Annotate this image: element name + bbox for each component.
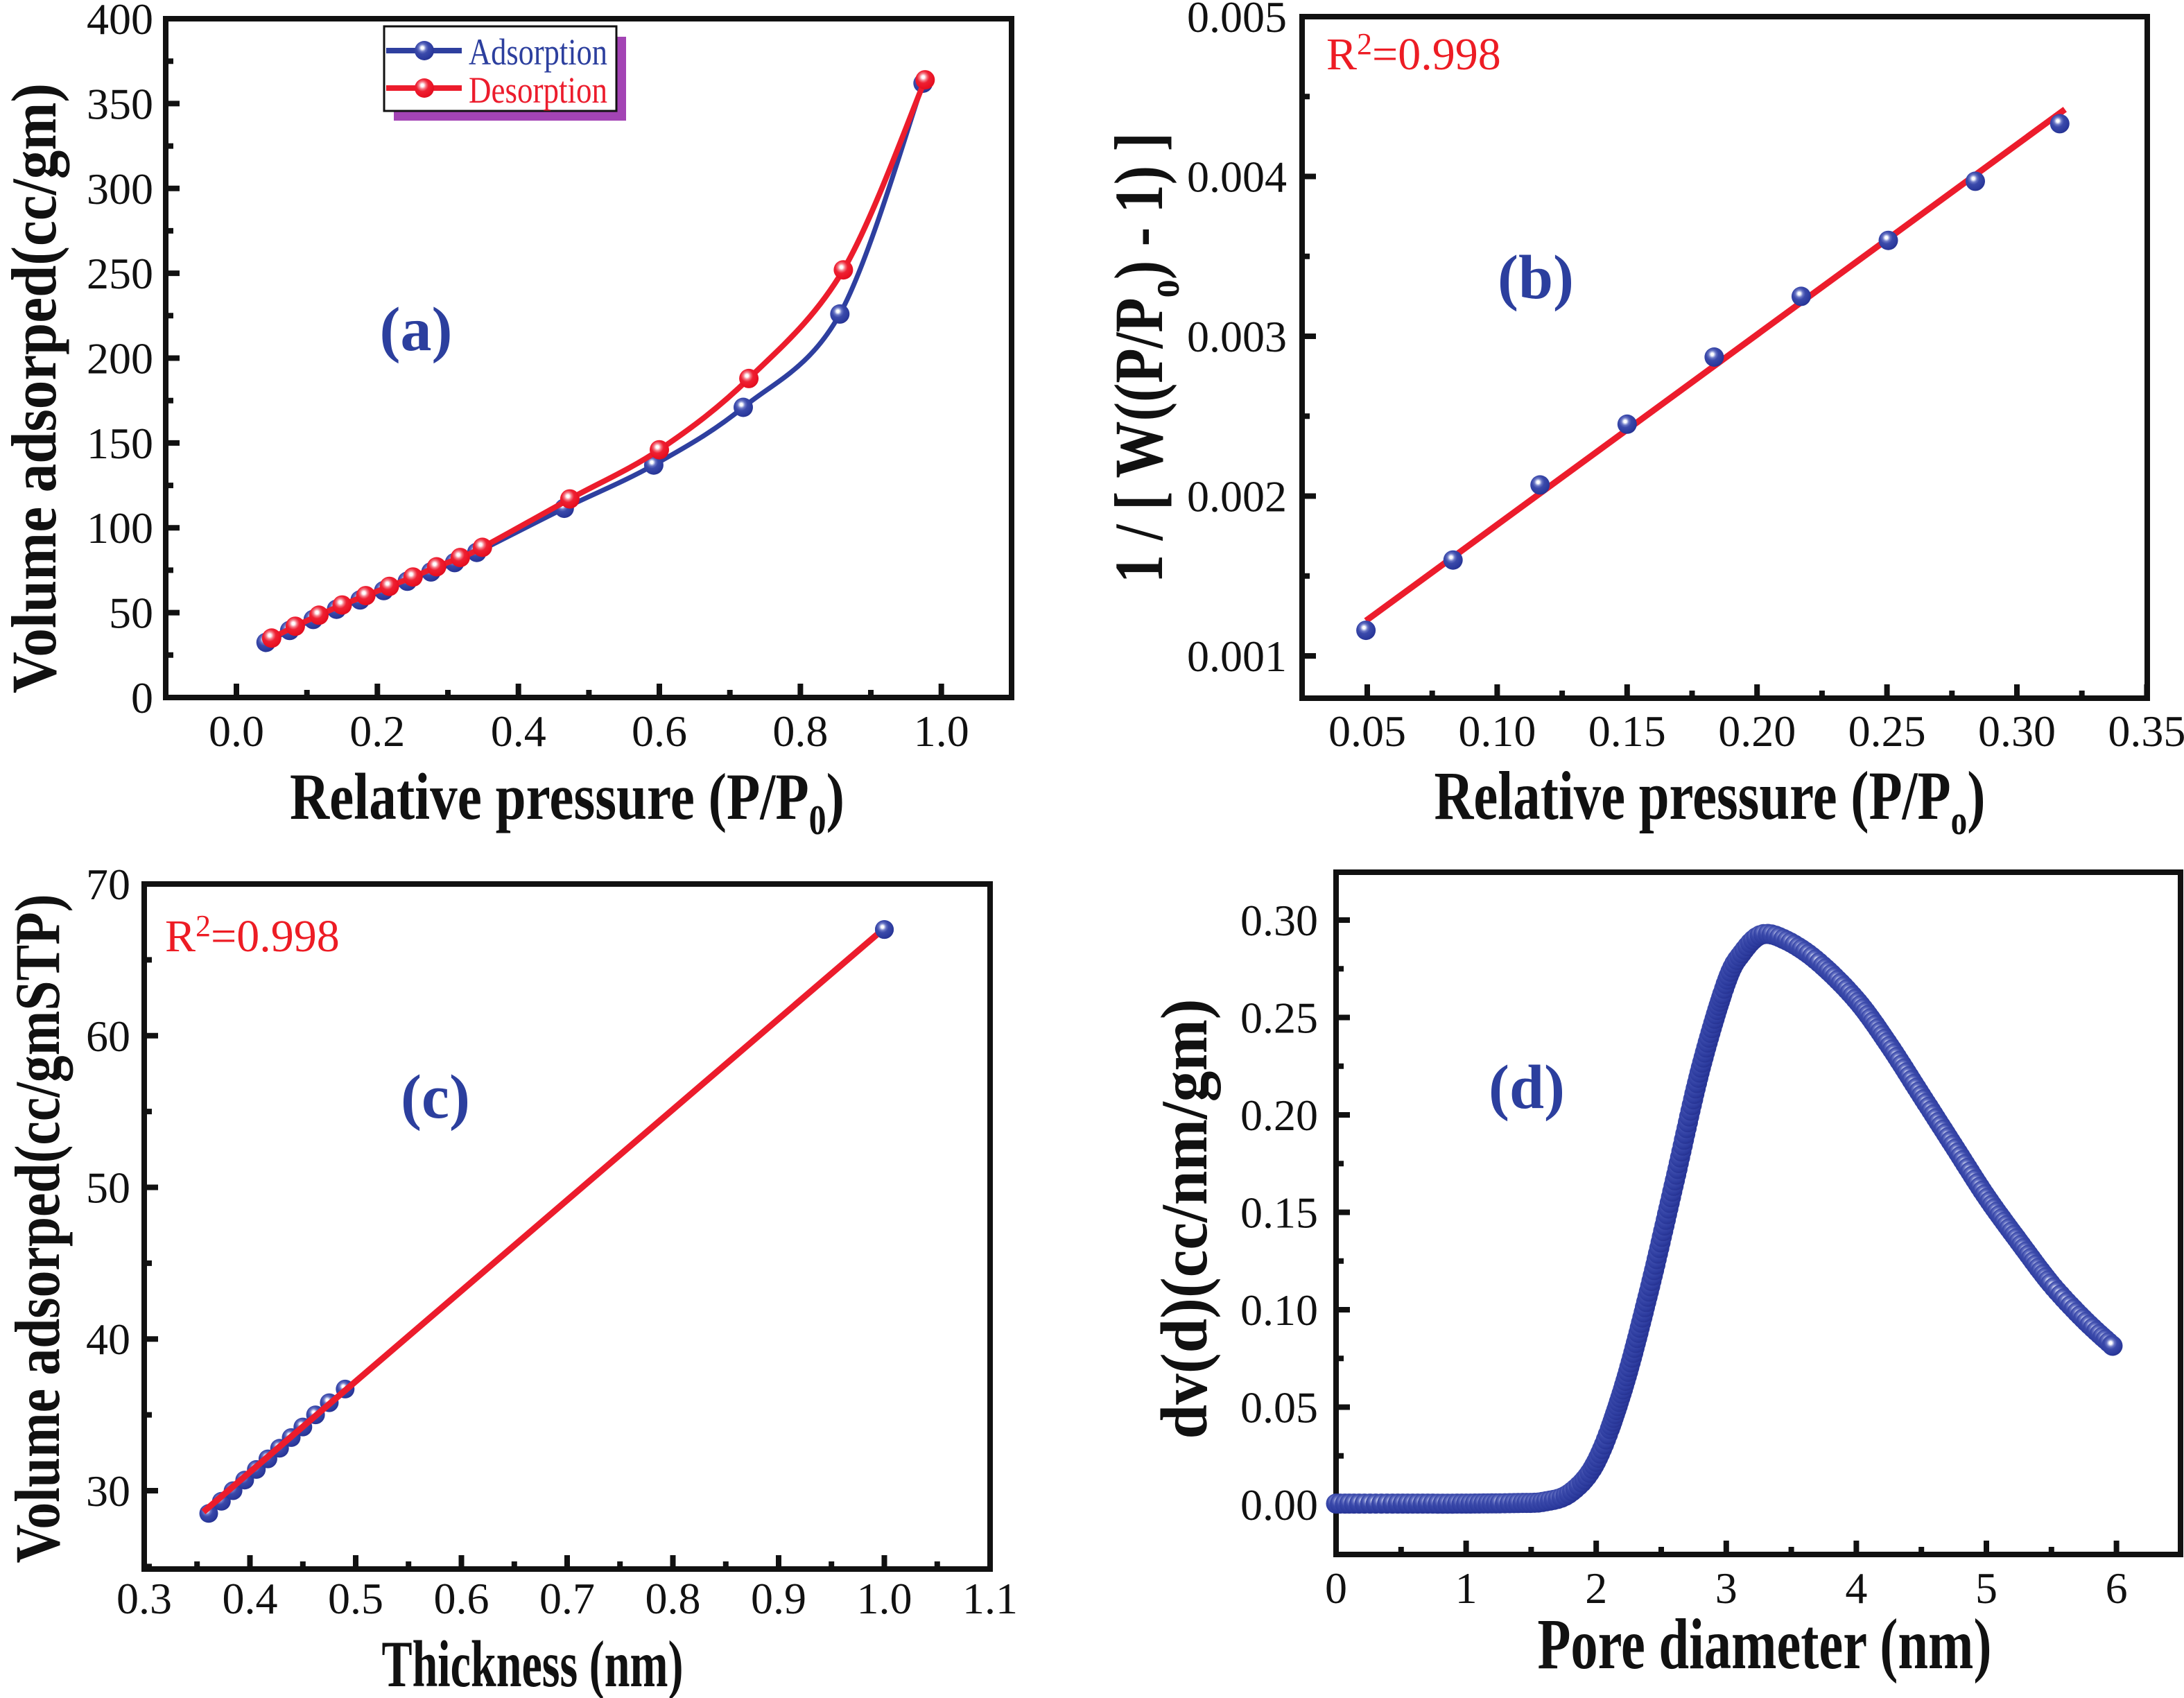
svg-text:0.4: 0.4 bbox=[223, 1574, 278, 1623]
svg-text:250: 250 bbox=[87, 249, 153, 298]
svg-text:50: 50 bbox=[109, 589, 153, 638]
svg-text:300: 300 bbox=[87, 164, 153, 214]
svg-text:0: 0 bbox=[131, 673, 153, 722]
svg-text:0.35: 0.35 bbox=[2108, 707, 2184, 756]
svg-text:0.15: 0.15 bbox=[1588, 707, 1666, 756]
svg-text:50: 50 bbox=[86, 1163, 130, 1213]
svg-text:2: 2 bbox=[1585, 1563, 1607, 1613]
svg-text:R2=0.998: R2=0.998 bbox=[1326, 27, 1501, 80]
svg-text:4: 4 bbox=[1845, 1563, 1867, 1613]
svg-text:70: 70 bbox=[86, 860, 130, 909]
svg-text:(c): (c) bbox=[401, 1063, 470, 1132]
svg-text:0.004: 0.004 bbox=[1187, 153, 1287, 202]
svg-text:R2=0.998: R2=0.998 bbox=[165, 909, 340, 962]
svg-text:0.20: 0.20 bbox=[1718, 707, 1796, 756]
svg-text:Thickness (nm): Thickness (nm) bbox=[382, 1627, 684, 1698]
svg-text:Relative pressure (P/Po): Relative pressure (P/Po) bbox=[1435, 757, 1986, 843]
svg-text:1: 1 bbox=[1455, 1563, 1477, 1613]
svg-text:0.30: 0.30 bbox=[1240, 896, 1318, 945]
svg-text:Desorption: Desorption bbox=[469, 69, 607, 111]
svg-text:350: 350 bbox=[87, 79, 153, 128]
svg-text:Volume adsorped(cc/gmSTP): Volume adsorped(cc/gmSTP) bbox=[2, 894, 73, 1563]
svg-text:0.003: 0.003 bbox=[1187, 312, 1287, 361]
svg-text:Relative pressure (P/P0): Relative pressure (P/P0) bbox=[290, 760, 844, 843]
svg-text:0.15: 0.15 bbox=[1240, 1188, 1318, 1238]
svg-text:3: 3 bbox=[1715, 1563, 1737, 1613]
svg-text:150: 150 bbox=[87, 419, 153, 468]
svg-text:0.25: 0.25 bbox=[1848, 707, 1926, 756]
svg-text:0.00: 0.00 bbox=[1240, 1480, 1318, 1530]
svg-text:(d): (d) bbox=[1489, 1053, 1565, 1122]
svg-text:dv(d)(cc/nm/gm): dv(d)(cc/nm/gm) bbox=[1147, 999, 1221, 1439]
svg-text:(a): (a) bbox=[380, 295, 453, 364]
svg-text:1 / [ W((P/Po) - 1) ]: 1 / [ W((P/Po) - 1) ] bbox=[1100, 132, 1188, 583]
svg-text:0.4: 0.4 bbox=[491, 707, 546, 756]
svg-text:200: 200 bbox=[87, 334, 153, 383]
svg-text:60: 60 bbox=[86, 1012, 130, 1061]
svg-text:Pore diameter (nm): Pore diameter (nm) bbox=[1538, 1604, 1992, 1684]
svg-text:100: 100 bbox=[87, 503, 153, 553]
svg-text:1.0: 1.0 bbox=[914, 707, 969, 756]
svg-text:0.05: 0.05 bbox=[1240, 1383, 1318, 1432]
svg-text:0.0: 0.0 bbox=[209, 707, 264, 756]
svg-text:5: 5 bbox=[1975, 1563, 1997, 1613]
svg-text:0.2: 0.2 bbox=[349, 707, 405, 756]
svg-text:6: 6 bbox=[2106, 1563, 2128, 1613]
svg-text:0.3: 0.3 bbox=[116, 1574, 172, 1623]
svg-text:0.05: 0.05 bbox=[1328, 707, 1406, 756]
svg-text:0.8: 0.8 bbox=[772, 707, 828, 756]
svg-text:Volume adsorped(cc/gm): Volume adsorped(cc/gm) bbox=[0, 83, 69, 693]
svg-text:0.005: 0.005 bbox=[1187, 0, 1287, 42]
svg-text:0.10: 0.10 bbox=[1458, 707, 1536, 756]
svg-text:(b): (b) bbox=[1498, 243, 1574, 312]
svg-text:0.001: 0.001 bbox=[1187, 632, 1287, 681]
svg-text:0.9: 0.9 bbox=[751, 1574, 806, 1623]
svg-text:Adsorption: Adsorption bbox=[469, 31, 607, 73]
svg-text:40: 40 bbox=[86, 1315, 130, 1364]
svg-text:0.5: 0.5 bbox=[328, 1574, 383, 1623]
svg-text:0.20: 0.20 bbox=[1240, 1091, 1318, 1140]
svg-text:400: 400 bbox=[87, 0, 153, 44]
svg-text:0.25: 0.25 bbox=[1240, 994, 1318, 1043]
svg-text:0.30: 0.30 bbox=[1978, 707, 2056, 756]
svg-text:0.6: 0.6 bbox=[632, 707, 687, 756]
svg-text:0.002: 0.002 bbox=[1187, 472, 1287, 521]
svg-text:1.1: 1.1 bbox=[962, 1574, 1018, 1623]
svg-text:0: 0 bbox=[1325, 1563, 1347, 1613]
svg-text:0.10: 0.10 bbox=[1240, 1285, 1318, 1335]
svg-text:0.7: 0.7 bbox=[539, 1574, 595, 1623]
svg-text:0.6: 0.6 bbox=[434, 1574, 489, 1623]
svg-text:0.8: 0.8 bbox=[645, 1574, 701, 1623]
svg-text:30: 30 bbox=[86, 1466, 130, 1516]
svg-text:1.0: 1.0 bbox=[857, 1574, 912, 1623]
